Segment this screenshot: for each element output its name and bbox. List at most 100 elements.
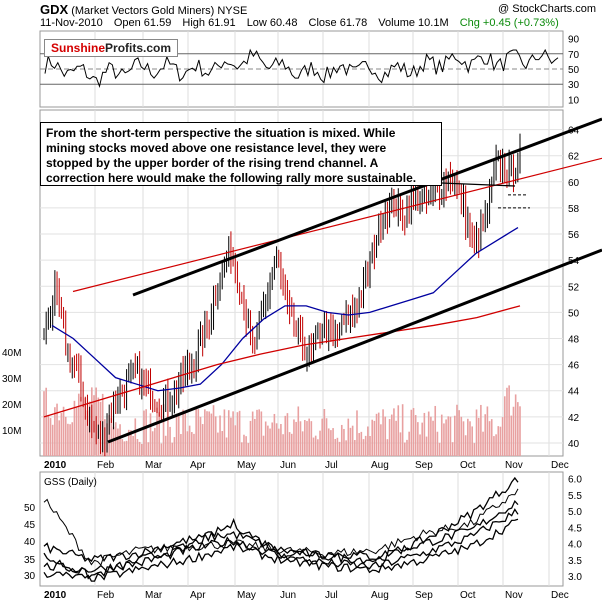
volume-bar <box>132 435 134 456</box>
gss-left-tick-label: 50 <box>24 503 36 514</box>
volume-bar <box>217 432 219 456</box>
volume-bar <box>162 404 165 456</box>
volume-bar <box>436 431 439 456</box>
gss-x-tick-label: Sep <box>415 590 433 601</box>
volume-bar <box>512 406 515 456</box>
volume-bar <box>184 411 187 456</box>
volume-bar <box>373 420 376 456</box>
volume-bar <box>267 425 269 456</box>
volume-tick-label: 20M <box>2 400 21 411</box>
security-name: (Market Vectors Gold Miners) <box>71 5 215 17</box>
volume-bar <box>232 411 234 456</box>
gss-y-tick-label: 6.0 <box>568 475 582 486</box>
volume-bar <box>188 425 191 456</box>
volume-bar <box>134 418 137 456</box>
gss-y-tick-label: 4.5 <box>568 523 582 534</box>
volume-bar <box>501 417 504 456</box>
volume-bar <box>167 418 169 456</box>
volume-bar <box>490 419 493 456</box>
volume-bar <box>317 439 319 456</box>
volume-bar <box>206 411 208 456</box>
volume-bar <box>486 406 489 456</box>
volume-bar <box>440 414 443 456</box>
y-tick-label: 62 <box>568 152 580 163</box>
volume-bar <box>349 427 352 456</box>
volume-bar <box>351 425 354 456</box>
volume-bar <box>230 417 232 456</box>
y-tick-label: 56 <box>568 230 580 241</box>
volume-bar <box>508 385 510 456</box>
volume-bar <box>453 415 456 456</box>
volume-bar <box>295 421 297 456</box>
logo-part1: Sunshine <box>51 41 106 55</box>
volume-bar <box>240 442 243 456</box>
gss-line <box>43 508 519 574</box>
volume-bar <box>247 443 250 456</box>
volume-bar <box>193 433 195 456</box>
gss-x-tick-label: Nov <box>505 590 523 601</box>
gss-left-tick-label: 35 <box>24 555 36 566</box>
volume-bar <box>438 442 441 456</box>
volume-bar <box>482 431 484 456</box>
volume-bar <box>123 441 126 456</box>
x-tick-label: Nov <box>505 460 523 471</box>
volume-bar <box>251 411 254 456</box>
upper-channel-line <box>132 117 602 297</box>
gss-title: GSS (Daily) <box>44 477 97 488</box>
volume-bar <box>517 402 519 456</box>
volume-bar <box>399 432 402 456</box>
volume-bar <box>51 424 54 456</box>
y-tick-label: 40 <box>568 439 580 450</box>
volume-bar <box>269 428 271 456</box>
y-tick-label: 42 <box>568 413 580 424</box>
gss-y-tick-label: 3.0 <box>568 572 582 583</box>
volume-bar <box>245 436 247 456</box>
volume-bar <box>82 405 84 456</box>
volume-bar <box>384 416 387 456</box>
volume-bar <box>56 403 58 456</box>
volume-bar <box>473 443 476 456</box>
volume-bar <box>62 406 65 456</box>
volume-bar <box>221 431 224 456</box>
volume-bar <box>386 439 389 456</box>
volume-bar <box>338 441 341 456</box>
volume-bar <box>273 413 276 456</box>
volume-bar <box>254 418 256 456</box>
volume-bar <box>201 424 204 456</box>
y-tick-label: 58 <box>568 204 580 215</box>
x-tick-label: Sep <box>415 460 433 471</box>
volume-bar <box>169 426 171 456</box>
volume-bar <box>340 424 343 456</box>
quote-change: Chg +0.45 (+0.73%) <box>459 17 559 29</box>
volume-bar <box>275 423 278 456</box>
rsi-line <box>44 48 559 89</box>
volume-bar <box>345 440 347 456</box>
brand-label: @ StockCharts.com <box>498 3 596 15</box>
volume-bar <box>77 393 80 456</box>
quote-volume: Volume 10.1M <box>378 17 449 29</box>
rsi-y-tick-label: 70 <box>568 50 580 61</box>
volume-bar <box>503 396 506 456</box>
gss-x-tick-label: Jul <box>325 590 338 601</box>
gss-x-tick-label: Feb <box>97 590 115 601</box>
volume-bar <box>404 442 406 456</box>
annotation-box: From the short-term perspective the situ… <box>40 122 442 186</box>
volume-bar <box>173 437 176 456</box>
volume-bar <box>460 416 463 456</box>
volume-bar <box>423 412 426 456</box>
volume-bar <box>280 424 282 456</box>
volume-bar <box>243 434 245 456</box>
gss-left-tick-label: 40 <box>24 537 36 548</box>
volume-bar <box>325 418 328 456</box>
volume-bar <box>375 413 378 456</box>
volume-bar <box>475 409 478 456</box>
x-tick-label: Aug <box>371 460 389 471</box>
volume-bar <box>443 423 445 456</box>
gss-x-tick-label: May <box>237 590 256 601</box>
volume-bar <box>427 411 430 456</box>
volume-bar <box>204 409 206 456</box>
volume-bar <box>125 440 128 456</box>
volume-tick-label: 40M <box>2 348 21 359</box>
